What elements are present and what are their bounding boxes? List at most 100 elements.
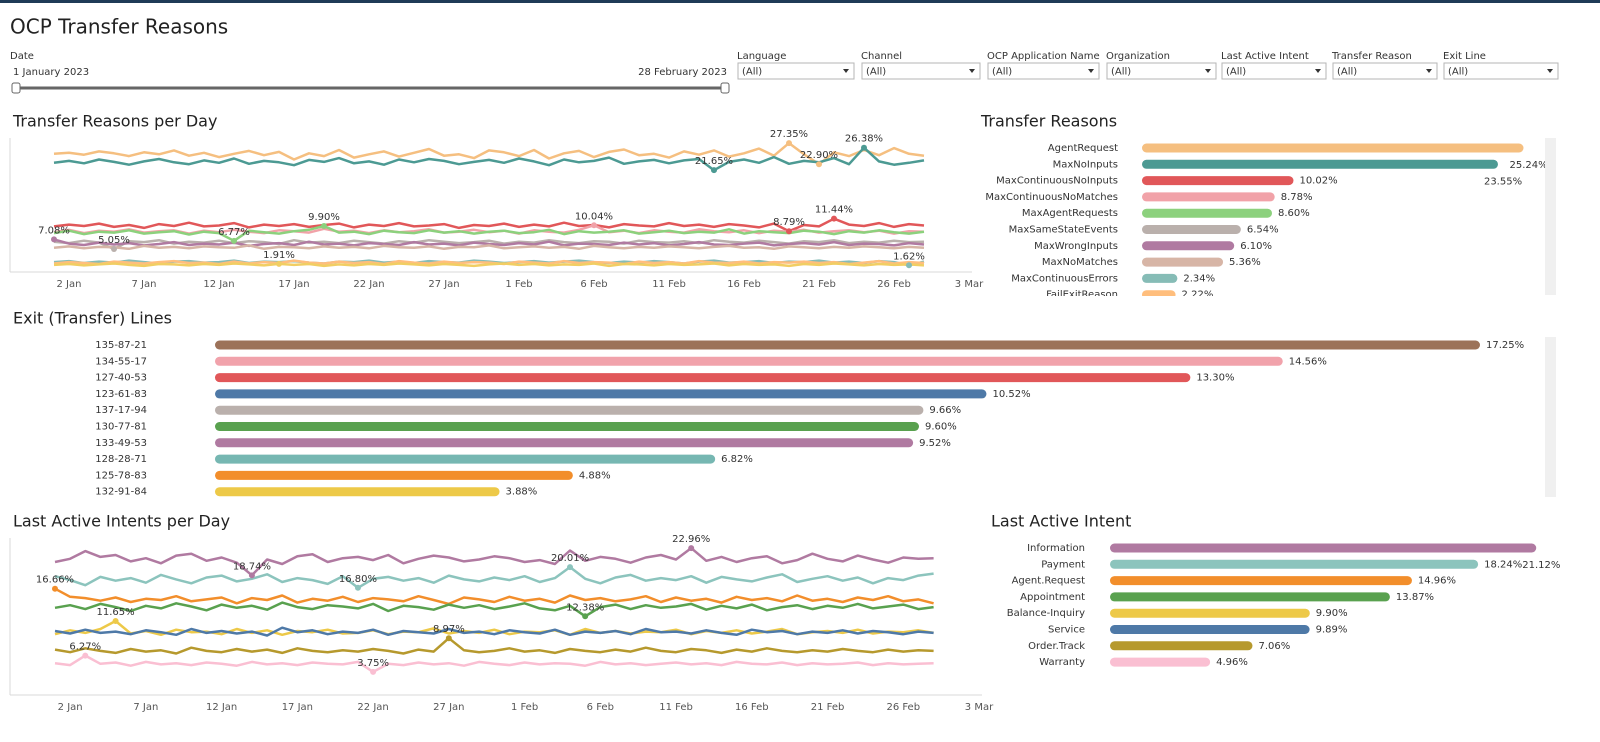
filter-dropdown[interactable] bbox=[861, 62, 981, 80]
dropdown-arrow bbox=[1315, 69, 1321, 73]
annotation-point bbox=[786, 140, 792, 147]
value-label: 25.24% bbox=[1510, 160, 1548, 171]
filter-value: (All) bbox=[742, 67, 762, 78]
chart-title: Last Active Intents per Day bbox=[13, 512, 230, 531]
category-label: 123-61-83 bbox=[95, 389, 147, 400]
value-label: 9.89% bbox=[1316, 625, 1348, 636]
annotation-label: 18.74% bbox=[233, 561, 271, 572]
series-line bbox=[54, 636, 934, 655]
bar bbox=[1110, 576, 1412, 586]
bar bbox=[1142, 208, 1272, 218]
bar bbox=[1142, 176, 1294, 186]
value-label: 10.02% bbox=[1299, 176, 1337, 187]
category-label: MaxSameStateEvents bbox=[1009, 225, 1118, 236]
bar bbox=[215, 389, 987, 399]
annotation-label: 22.96% bbox=[672, 534, 710, 545]
value-label: 7.06% bbox=[1258, 641, 1290, 652]
bar bbox=[1110, 657, 1211, 667]
filter-label: OCP Application Name bbox=[987, 51, 1100, 62]
bar bbox=[1110, 559, 1479, 569]
value-label: 9.52% bbox=[919, 438, 951, 449]
category-label: Warranty bbox=[1039, 657, 1085, 668]
filter-dropdown[interactable] bbox=[1106, 62, 1217, 80]
dropdown-arrow bbox=[1547, 69, 1553, 73]
bar bbox=[1142, 290, 1176, 296]
filter-value: (All) bbox=[992, 67, 1012, 78]
annotation-point bbox=[248, 572, 255, 579]
value-label: 9.90% bbox=[1316, 608, 1348, 619]
bar bbox=[215, 470, 573, 480]
annotation-point bbox=[370, 668, 377, 675]
annotation-label: 6.77% bbox=[218, 227, 250, 238]
x-tick-label: 12 Jan bbox=[206, 702, 237, 713]
date-filter-label: Date bbox=[10, 51, 34, 62]
annotation-point bbox=[445, 635, 452, 642]
category-label: 130-77-81 bbox=[95, 422, 147, 433]
annotation-label: 1.62% bbox=[893, 251, 925, 262]
annotation-point bbox=[321, 222, 327, 229]
series-line bbox=[54, 565, 934, 590]
x-tick-label: 26 Feb bbox=[877, 279, 911, 290]
filter-dropdown[interactable] bbox=[987, 62, 1100, 80]
category-label: MaxWrongInputs bbox=[1034, 241, 1118, 252]
annotation-label: 26.38% bbox=[845, 134, 883, 145]
annotation-label: 8.97% bbox=[433, 624, 465, 635]
filter-dropdown[interactable] bbox=[1443, 62, 1559, 80]
category-label: Appointment bbox=[1020, 592, 1085, 603]
x-tick-label: 22 Jan bbox=[357, 702, 388, 713]
category-label: 135-87-21 bbox=[95, 340, 147, 351]
annotation-point bbox=[354, 584, 361, 591]
value-label: 9.66% bbox=[929, 405, 961, 416]
annotation-label: 5.05% bbox=[98, 235, 130, 246]
value-label: 13.87% bbox=[1396, 592, 1434, 603]
series-line bbox=[53, 238, 925, 248]
annotation-label: 6.27% bbox=[69, 642, 101, 653]
bar bbox=[1142, 273, 1178, 283]
filter-value: (All) bbox=[1448, 67, 1468, 78]
scrollbar[interactable] bbox=[1545, 138, 1556, 295]
value-label: 6.82% bbox=[721, 454, 753, 465]
series-line bbox=[54, 626, 934, 637]
category-label: 125-78-83 bbox=[95, 470, 147, 481]
filter-dropdown[interactable] bbox=[1221, 62, 1327, 80]
annotation-label: 11.44% bbox=[815, 205, 853, 216]
annotation-point bbox=[51, 236, 57, 243]
x-tick-label: 12 Jan bbox=[203, 279, 234, 290]
value-label: 8.60% bbox=[1278, 208, 1310, 219]
x-tick-label: 17 Jan bbox=[282, 702, 313, 713]
bar bbox=[1110, 592, 1390, 602]
category-label: MaxContinuousNoInputs bbox=[996, 176, 1118, 187]
date-slider-handle[interactable] bbox=[720, 82, 730, 94]
annotation-label: 16.66% bbox=[36, 575, 74, 586]
annotation-point bbox=[567, 564, 574, 571]
x-tick-label: 7 Jan bbox=[132, 279, 157, 290]
value-label: 9.60% bbox=[925, 422, 957, 433]
annotation-label: 1.91% bbox=[263, 250, 295, 261]
dropdown-arrow bbox=[843, 69, 849, 73]
category-label: 127-40-53 bbox=[95, 373, 147, 384]
date-slider-handle[interactable] bbox=[11, 82, 21, 94]
dropdown-arrow bbox=[969, 69, 975, 73]
series-line bbox=[53, 224, 925, 243]
annotation-point bbox=[591, 222, 597, 229]
dropdown-arrow bbox=[1205, 69, 1211, 73]
value-label: 18.24% bbox=[1484, 559, 1522, 570]
annotation-label: 16.80% bbox=[339, 574, 377, 585]
filter-dropdown[interactable] bbox=[1332, 62, 1438, 80]
annotation-point bbox=[831, 215, 837, 222]
bar bbox=[1142, 257, 1224, 267]
scrollbar[interactable] bbox=[1545, 337, 1556, 497]
filter-dropdown[interactable] bbox=[737, 62, 855, 80]
bar bbox=[215, 438, 914, 448]
annotation-label: 21.65% bbox=[695, 156, 733, 167]
annotation-label: 9.90% bbox=[308, 212, 340, 223]
x-tick-label: 11 Feb bbox=[659, 702, 693, 713]
annotation-label: 12.38% bbox=[566, 602, 604, 613]
bar bbox=[215, 487, 500, 497]
annotation-point bbox=[82, 652, 89, 659]
annotation-label: 10.04% bbox=[575, 211, 613, 222]
series-line bbox=[54, 601, 934, 618]
series-line bbox=[54, 546, 934, 577]
series-line bbox=[53, 238, 925, 251]
